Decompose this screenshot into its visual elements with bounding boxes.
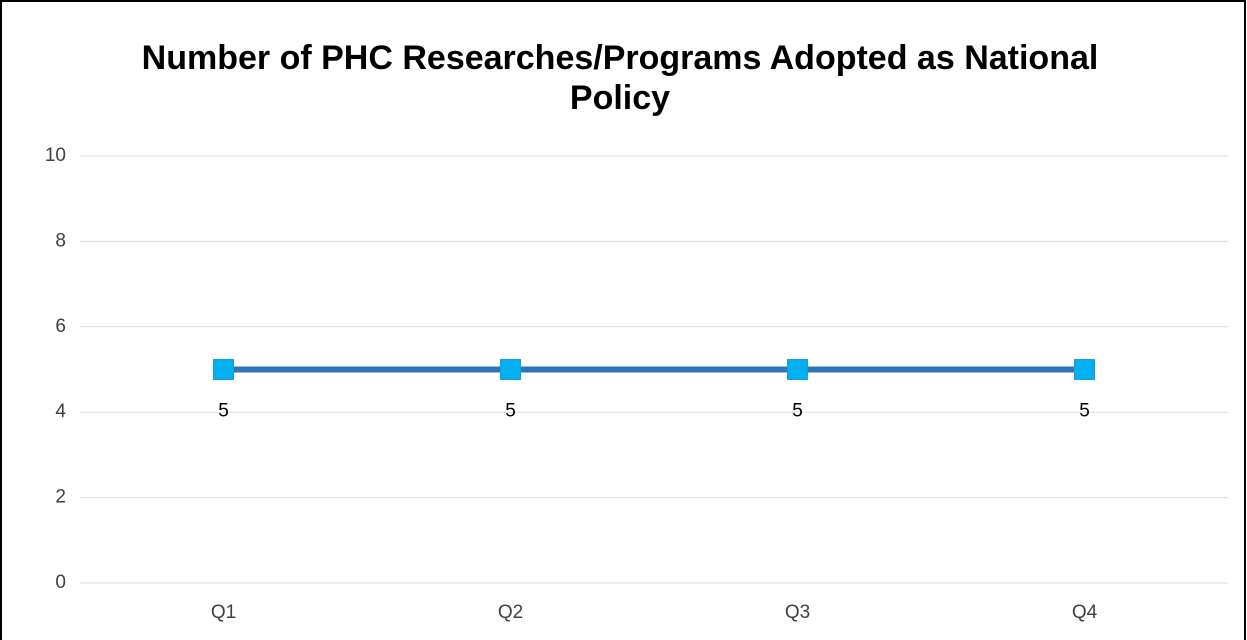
- x-tick-label: Q3: [785, 602, 810, 623]
- data-label: 5: [218, 401, 229, 422]
- y-tick-label: 4: [55, 401, 66, 422]
- y-tick-label: 8: [55, 230, 66, 251]
- marker: [1074, 359, 1095, 380]
- data-label: 5: [1079, 401, 1090, 422]
- y-tick-label: 10: [45, 145, 66, 166]
- chart-title: Number of PHC Researches/Programs Adopte…: [141, 39, 1099, 117]
- marker: [500, 359, 521, 380]
- x-tick-label: Q2: [498, 602, 523, 623]
- data-label: 5: [505, 401, 516, 422]
- marker: [213, 359, 234, 380]
- y-tick-label: 0: [55, 572, 66, 593]
- data-label: 5: [792, 401, 803, 422]
- y-tick-label: 2: [55, 487, 66, 508]
- marker: [787, 359, 808, 380]
- x-tick-label: Q4: [1072, 602, 1098, 623]
- x-tick-label: Q1: [211, 602, 236, 623]
- y-tick-label: 6: [55, 316, 66, 337]
